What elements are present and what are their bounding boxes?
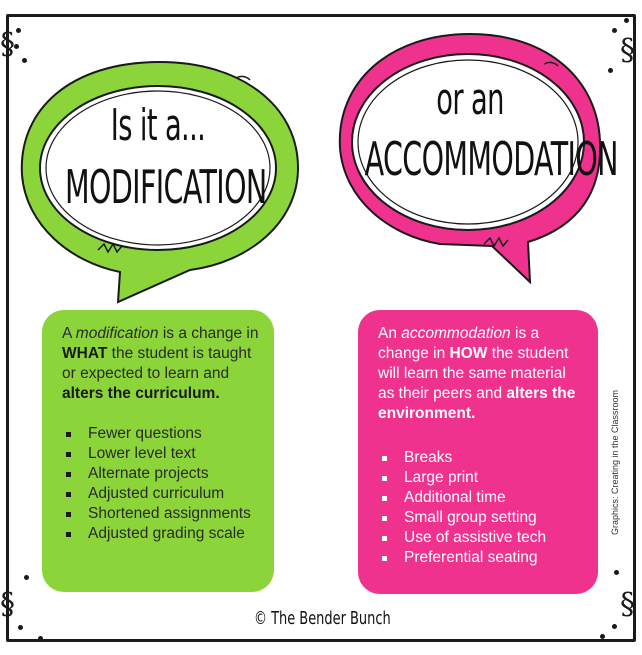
modification-card: A modification is a change in WHAT the s… bbox=[42, 310, 274, 592]
decor-dot bbox=[38, 636, 43, 641]
modification-list: Fewer questions Lower level text Alterna… bbox=[62, 424, 260, 544]
copyright-credit: © The Bender Bunch bbox=[254, 608, 391, 629]
decor-dot bbox=[612, 28, 617, 33]
accommodation-card: An accommodation is a change in HOW the … bbox=[358, 310, 598, 594]
decor-dot bbox=[612, 624, 617, 629]
list-item: Shortened assignments bbox=[62, 504, 260, 524]
right-title-line2: ACCOMMODATION bbox=[364, 132, 619, 186]
desc-emphasis: alters the environment. bbox=[378, 385, 576, 422]
desc-term: modification bbox=[75, 325, 159, 342]
desc-text: the student is taught or expected to lea… bbox=[62, 345, 252, 382]
desc-text: is a change in bbox=[158, 325, 259, 342]
decor-dot bbox=[16, 28, 21, 33]
decor-dot bbox=[14, 44, 19, 49]
decor-dot bbox=[624, 18, 629, 23]
list-item: Lower level text bbox=[62, 444, 260, 464]
decor-dot bbox=[24, 575, 29, 580]
desc-term: accommodation bbox=[401, 325, 511, 342]
list-item: Alternate projects bbox=[62, 464, 260, 484]
accommodation-list: Breaks Large print Additional time Small… bbox=[378, 448, 584, 568]
green-speech-bubble bbox=[20, 60, 300, 304]
desc-text: A bbox=[62, 325, 76, 342]
decor-dot bbox=[614, 570, 619, 575]
swirl-ornament: § bbox=[620, 587, 635, 622]
list-item: Use of assistive tech bbox=[378, 528, 584, 548]
decor-dot bbox=[608, 68, 613, 73]
pink-speech-bubble bbox=[338, 32, 602, 285]
desc-emphasis: HOW bbox=[449, 345, 488, 362]
left-title-line1: Is it a... bbox=[110, 100, 206, 151]
graphics-credit: Graphics: Creating in the Classroom bbox=[610, 389, 620, 535]
desc-emphasis: WHAT bbox=[62, 345, 108, 362]
swirl-ornament: § bbox=[0, 27, 15, 62]
list-item: Additional time bbox=[378, 488, 584, 508]
left-title-line2: MODIFICATION bbox=[65, 160, 267, 214]
list-item: Adjusted grading scale bbox=[62, 524, 260, 544]
decor-dot bbox=[22, 58, 27, 63]
accommodation-description: An accommodation is a change in HOW the … bbox=[378, 324, 584, 424]
list-item: Breaks bbox=[378, 448, 584, 468]
list-item: Adjusted curriculum bbox=[62, 484, 260, 504]
modification-description: A modification is a change in WHAT the s… bbox=[62, 324, 260, 404]
list-item: Preferential seating bbox=[378, 548, 584, 568]
right-title-line1: or an bbox=[436, 74, 504, 125]
decor-dot bbox=[18, 625, 23, 630]
desc-emphasis: alters the curriculum. bbox=[62, 385, 220, 402]
decor-dot bbox=[600, 634, 605, 639]
swirl-ornament: § bbox=[620, 33, 635, 68]
desc-text: An bbox=[378, 325, 402, 342]
list-item: Large print bbox=[378, 468, 584, 488]
list-item: Small group setting bbox=[378, 508, 584, 528]
desc-text: the student will learn the same material… bbox=[378, 345, 569, 402]
list-item: Fewer questions bbox=[62, 424, 260, 444]
desc-text: is a change in bbox=[378, 325, 540, 362]
swirl-ornament: § bbox=[0, 587, 15, 622]
